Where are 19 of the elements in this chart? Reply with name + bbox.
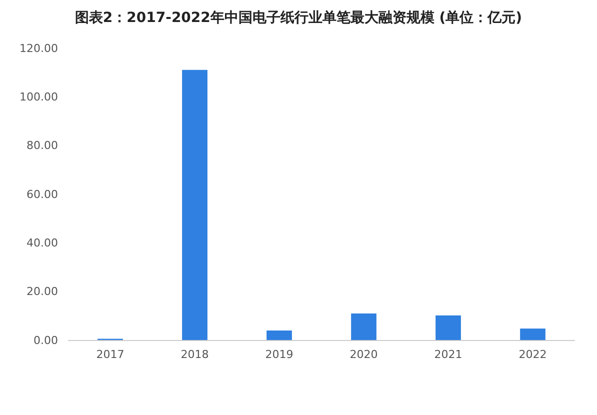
x-tick-label: 2019 [265,348,294,361]
y-tick-label: 100.00 [20,90,58,104]
y-tick-label: 0.00 [34,334,58,347]
x-tick-label: 2020 [350,348,378,361]
bar [436,315,461,340]
bar [266,330,292,340]
y-tick-label: 20.00 [26,285,58,298]
chart-title: 图表2：2017-2022年中国电子纸行业单笔最大融资规模 (单位：亿元) [74,10,522,26]
y-tick-label: 80.00 [26,139,58,152]
x-tick-label: 2017 [96,348,124,361]
y-tick-label: 120.00 [20,42,58,55]
bar [520,328,546,340]
bar [182,70,208,340]
x-tick-label: 2021 [434,348,462,361]
x-tick-label: 2022 [518,348,547,361]
y-tick-label: 40.00 [26,236,58,250]
bar [351,313,376,340]
y-tick-label: 60.00 [26,188,58,201]
x-tick-label: 2018 [180,348,209,361]
